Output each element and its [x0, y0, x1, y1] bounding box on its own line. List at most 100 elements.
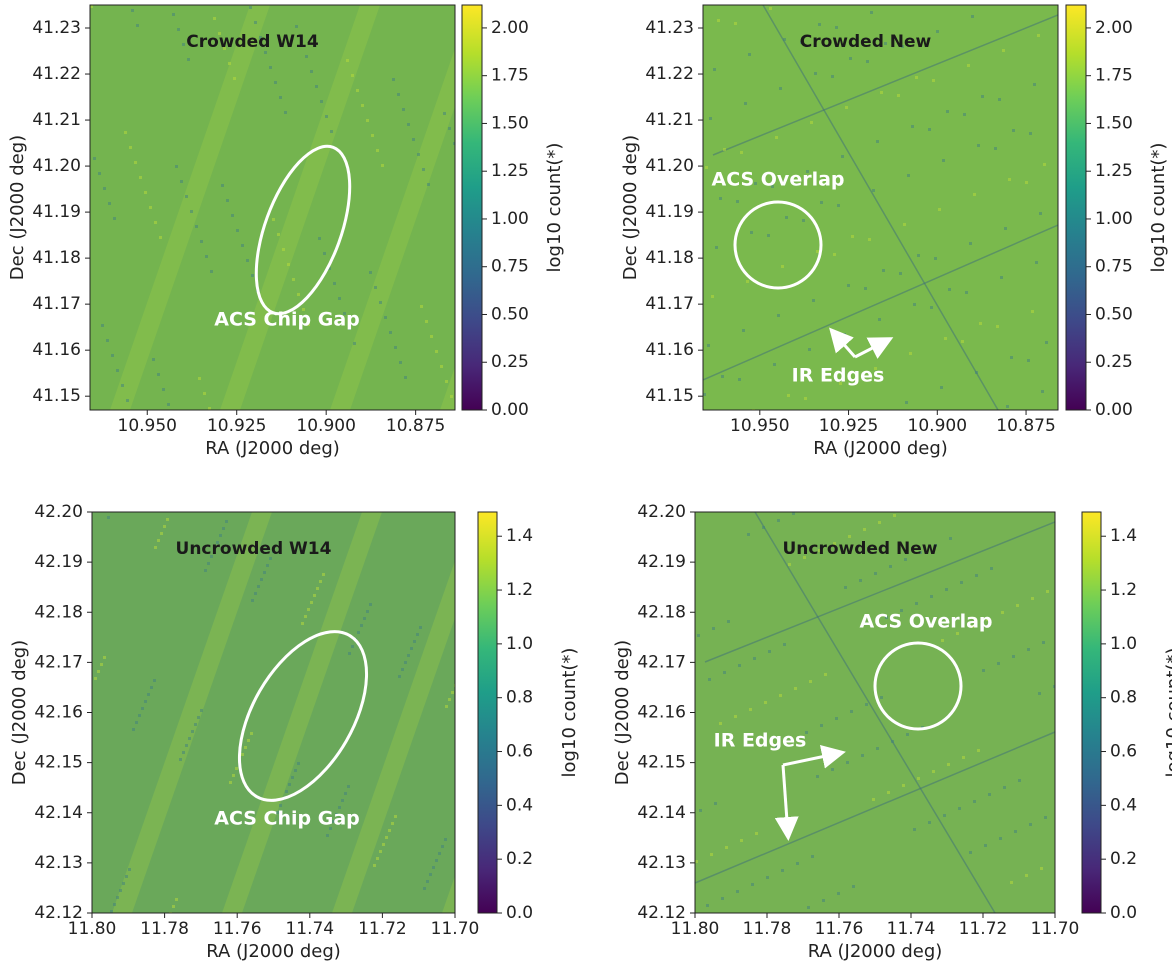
colorbar-label: log10 count(*) — [1148, 143, 1169, 273]
noise — [901, 45, 904, 48]
noise — [977, 749, 980, 752]
noise — [122, 882, 125, 885]
noise — [818, 549, 821, 552]
noise — [781, 869, 784, 872]
noise — [388, 829, 391, 832]
y-tick-label: 42.14 — [34, 803, 83, 823]
noise — [254, 592, 257, 595]
noise — [809, 680, 812, 683]
noise — [128, 868, 131, 871]
annotation-shape — [237, 630, 369, 802]
noise — [282, 248, 285, 251]
y-tick-label: 42.20 — [637, 502, 686, 522]
noise — [141, 707, 144, 710]
noise — [833, 253, 836, 256]
noise — [213, 548, 216, 551]
chip-stripe — [330, 48, 455, 410]
chip-stripe — [222, 512, 382, 913]
noise — [138, 714, 141, 717]
y-tick-label: 41.18 — [645, 248, 694, 268]
noise — [94, 677, 97, 680]
noise — [166, 518, 169, 521]
noise — [326, 834, 329, 837]
noise — [958, 807, 961, 810]
noise — [932, 79, 935, 82]
noise — [905, 401, 908, 404]
noise — [820, 724, 823, 727]
noise — [338, 297, 341, 300]
noise — [450, 395, 453, 398]
noise — [744, 102, 747, 105]
x-tick-label: 11.76 — [815, 919, 864, 939]
y-tick-label: 42.17 — [637, 652, 686, 672]
x-tick-label: 10.950 — [118, 416, 177, 436]
x-tick-label: 11.76 — [213, 919, 262, 939]
noise — [843, 333, 846, 336]
noise — [820, 201, 823, 204]
noise — [384, 316, 387, 319]
noise — [379, 301, 382, 304]
noise — [766, 876, 769, 879]
noise — [1000, 276, 1003, 279]
noise — [325, 115, 328, 118]
chip-stripe — [110, 5, 270, 410]
noise — [149, 206, 152, 209]
noise — [790, 738, 793, 741]
colorbar-tick-label: 1.50 — [491, 113, 529, 133]
noise — [845, 106, 848, 109]
noise — [374, 286, 377, 289]
y-tick-label: 42.19 — [637, 552, 686, 572]
noise — [110, 910, 113, 913]
noise — [899, 272, 902, 275]
noise — [998, 98, 1001, 101]
noise — [228, 62, 231, 65]
noise — [849, 57, 852, 60]
x-axis-label: RA (J2000 deg) — [206, 941, 341, 962]
x-tick-label: 11.80 — [671, 919, 720, 939]
noise — [967, 64, 970, 67]
x-axis-label: RA (J2000 deg) — [808, 941, 943, 962]
noise — [320, 100, 323, 103]
noise — [878, 318, 881, 321]
noise — [971, 15, 974, 18]
noise — [288, 783, 291, 786]
noise — [391, 822, 394, 825]
colorbar — [477, 511, 498, 914]
noise — [781, 265, 784, 268]
edge-line — [703, 224, 1058, 381]
noise — [392, 78, 395, 81]
noise — [144, 700, 147, 703]
noise — [274, 81, 277, 84]
noise — [194, 723, 197, 726]
noise — [162, 388, 165, 391]
noise — [835, 26, 838, 29]
noise — [190, 210, 193, 213]
noise — [1012, 655, 1015, 658]
noise — [865, 703, 868, 706]
noise — [917, 777, 920, 780]
noise — [1039, 212, 1042, 215]
noise — [771, 185, 774, 188]
colorbar-tick-label: 0.00 — [491, 400, 529, 420]
noise — [706, 904, 709, 907]
noise — [941, 639, 944, 642]
noise — [816, 775, 819, 778]
noise — [948, 288, 951, 291]
noise — [394, 346, 397, 349]
noise — [769, 7, 772, 10]
noise — [247, 739, 250, 742]
noise — [751, 883, 754, 886]
noise — [1025, 181, 1028, 184]
noise — [807, 906, 810, 909]
noise — [417, 153, 420, 156]
noise — [376, 149, 379, 152]
y-tick-label: 41.19 — [645, 202, 694, 222]
noise — [343, 312, 346, 315]
noise — [719, 197, 722, 200]
noise — [913, 828, 916, 831]
noise — [805, 731, 808, 734]
noise — [427, 183, 430, 186]
noise — [373, 864, 376, 867]
noise — [1001, 611, 1004, 614]
